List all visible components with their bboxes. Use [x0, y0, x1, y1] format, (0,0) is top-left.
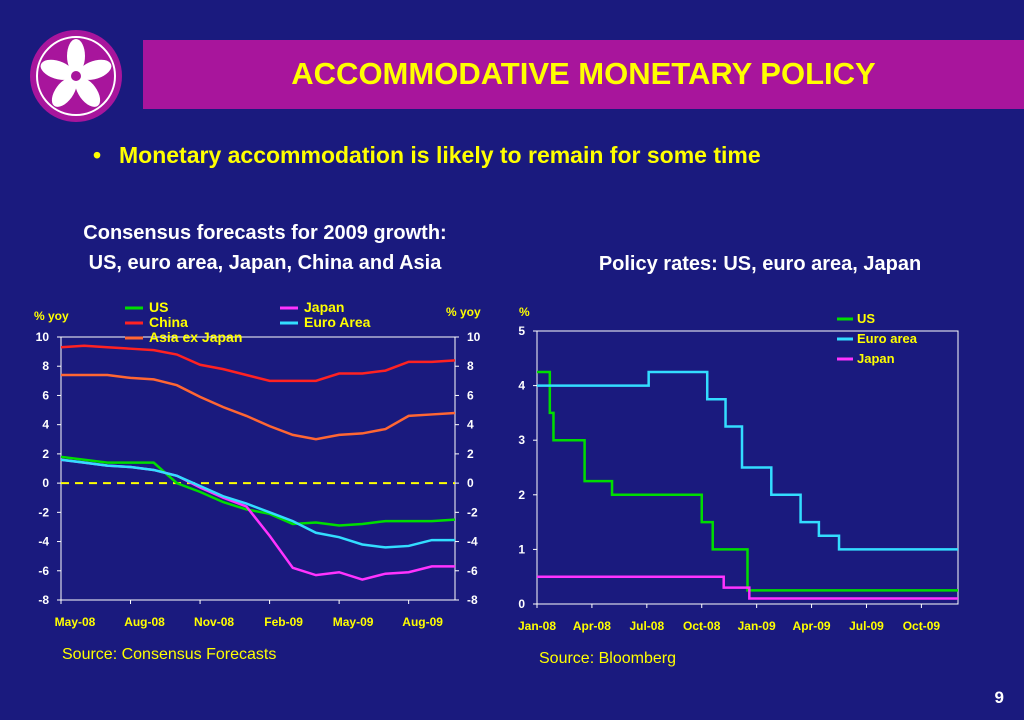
legend-label: Euro area: [857, 331, 918, 346]
page-number: 9: [994, 688, 1004, 707]
series-line-china: [60, 344, 456, 383]
x-tick-label: Jan-08: [518, 619, 556, 633]
growth-forecast-chart: 10 10 8 8 6 6 4 4 2 2 0 0 -2 -2 -4 -4 -6 -6 -8 -8 % yoy % yoy…: [34, 299, 481, 629]
y-tick-label: 1: [518, 542, 525, 556]
y-tick-label-left: -2: [38, 505, 49, 519]
x-tick-label: Jul-08: [629, 619, 664, 633]
y-tick-label-left: -6: [38, 564, 49, 578]
left-chart-title-line1: Consensus forecasts for 2009 growth:: [83, 222, 447, 244]
legend-label: China: [149, 314, 188, 330]
left-chart-title-line2: US, euro area, Japan, China and Asia: [88, 252, 442, 274]
series-line-euro-area: [537, 370, 958, 551]
bauhinia-flower-icon: [30, 30, 122, 122]
y-tick-label-right: -4: [467, 535, 478, 549]
y-tick-label-right: -6: [467, 564, 478, 578]
y-tick-label-left: 8: [42, 359, 49, 373]
plot-area-frame: [60, 336, 456, 601]
legend-label: Euro Area: [304, 314, 371, 330]
title-bar: ACCOMMODATIVE MONETARY POLICY: [143, 40, 1024, 109]
series-line-euro-area: [60, 458, 455, 549]
plot-area-frame: [536, 330, 959, 605]
y-tick-label-right: 4: [467, 418, 474, 432]
x-tick-label: Apr-08: [573, 619, 611, 633]
y-axis-label-left: % yoy: [34, 309, 69, 323]
left-chart-source: Source: Consensus Forecasts: [62, 646, 277, 663]
y-tick-label-left: 2: [42, 447, 49, 461]
legend-label: Asia ex Japan: [149, 329, 242, 345]
series-line-japan: [60, 458, 455, 581]
slide-title: ACCOMMODATIVE MONETARY POLICY: [291, 56, 876, 91]
x-tick-label: Aug-09: [402, 615, 443, 629]
legend-label: US: [857, 311, 875, 326]
x-tick-label: Oct-09: [903, 619, 941, 633]
legend-label: Japan: [857, 351, 895, 366]
y-tick-label: 2: [518, 488, 525, 502]
legend-label: US: [149, 299, 168, 315]
x-tick-label: Jul-09: [849, 619, 884, 633]
y-tick-label-right: 2: [467, 447, 474, 461]
legend-label: Japan: [304, 299, 344, 315]
y-tick-label-left: -4: [38, 535, 49, 549]
right-chart-source: Source: Bloomberg: [539, 650, 676, 667]
y-tick-label-left: 10: [36, 330, 50, 344]
y-tick-label: 0: [518, 597, 525, 611]
series-line-japan: [537, 575, 958, 600]
x-tick-label: Oct-08: [683, 619, 721, 633]
policy-rates-chart: 5 4 3 2 1 0% Jan-08 Apr-08 Jul-08 Oct-08 Jan-09 Apr…: [518, 305, 959, 633]
series-line-us: [60, 455, 456, 527]
x-tick-label: Aug-08: [124, 615, 165, 629]
y-tick-label-right: 0: [467, 476, 474, 490]
left-chart-title: Consensus forecasts for 2009 growth: US,…: [30, 218, 500, 278]
y-tick-label-right: 10: [467, 330, 481, 344]
series-line-asia-ex-japan: [61, 373, 456, 441]
x-tick-label: Nov-08: [194, 615, 234, 629]
y-axis-label: %: [519, 305, 530, 319]
y-tick-label-right: -2: [467, 505, 478, 519]
y-tick-label-left: 4: [42, 418, 49, 432]
y-tick-label-right: 6: [467, 388, 474, 402]
right-chart-title: Policy rates: US, euro area, Japan: [598, 253, 922, 275]
x-tick-label: Feb-09: [264, 615, 303, 629]
series-line-us: [537, 370, 958, 592]
y-tick-label-left: 6: [42, 388, 49, 402]
x-tick-label: Jan-09: [738, 619, 776, 633]
x-tick-label: May-08: [55, 615, 96, 629]
hkma-logo: [28, 28, 124, 124]
y-tick-label-left: -8: [38, 593, 49, 607]
x-tick-label: Apr-09: [793, 619, 831, 633]
bullet-point: • Monetary accommodation is likely to rem…: [93, 142, 761, 169]
y-tick-label: 4: [518, 379, 525, 393]
x-tick-label: May-09: [333, 615, 374, 629]
y-tick-label-right: 8: [467, 359, 474, 373]
y-tick-label: 5: [518, 324, 525, 338]
y-tick-label: 3: [518, 433, 525, 447]
y-tick-label-right: -8: [467, 593, 478, 607]
y-tick-label-left: 0: [42, 476, 49, 490]
bullet-dot-icon: •: [93, 142, 102, 168]
bullet-text: Monetary accommodation is likely to rema…: [119, 142, 761, 168]
y-axis-label-right: % yoy: [446, 305, 481, 319]
